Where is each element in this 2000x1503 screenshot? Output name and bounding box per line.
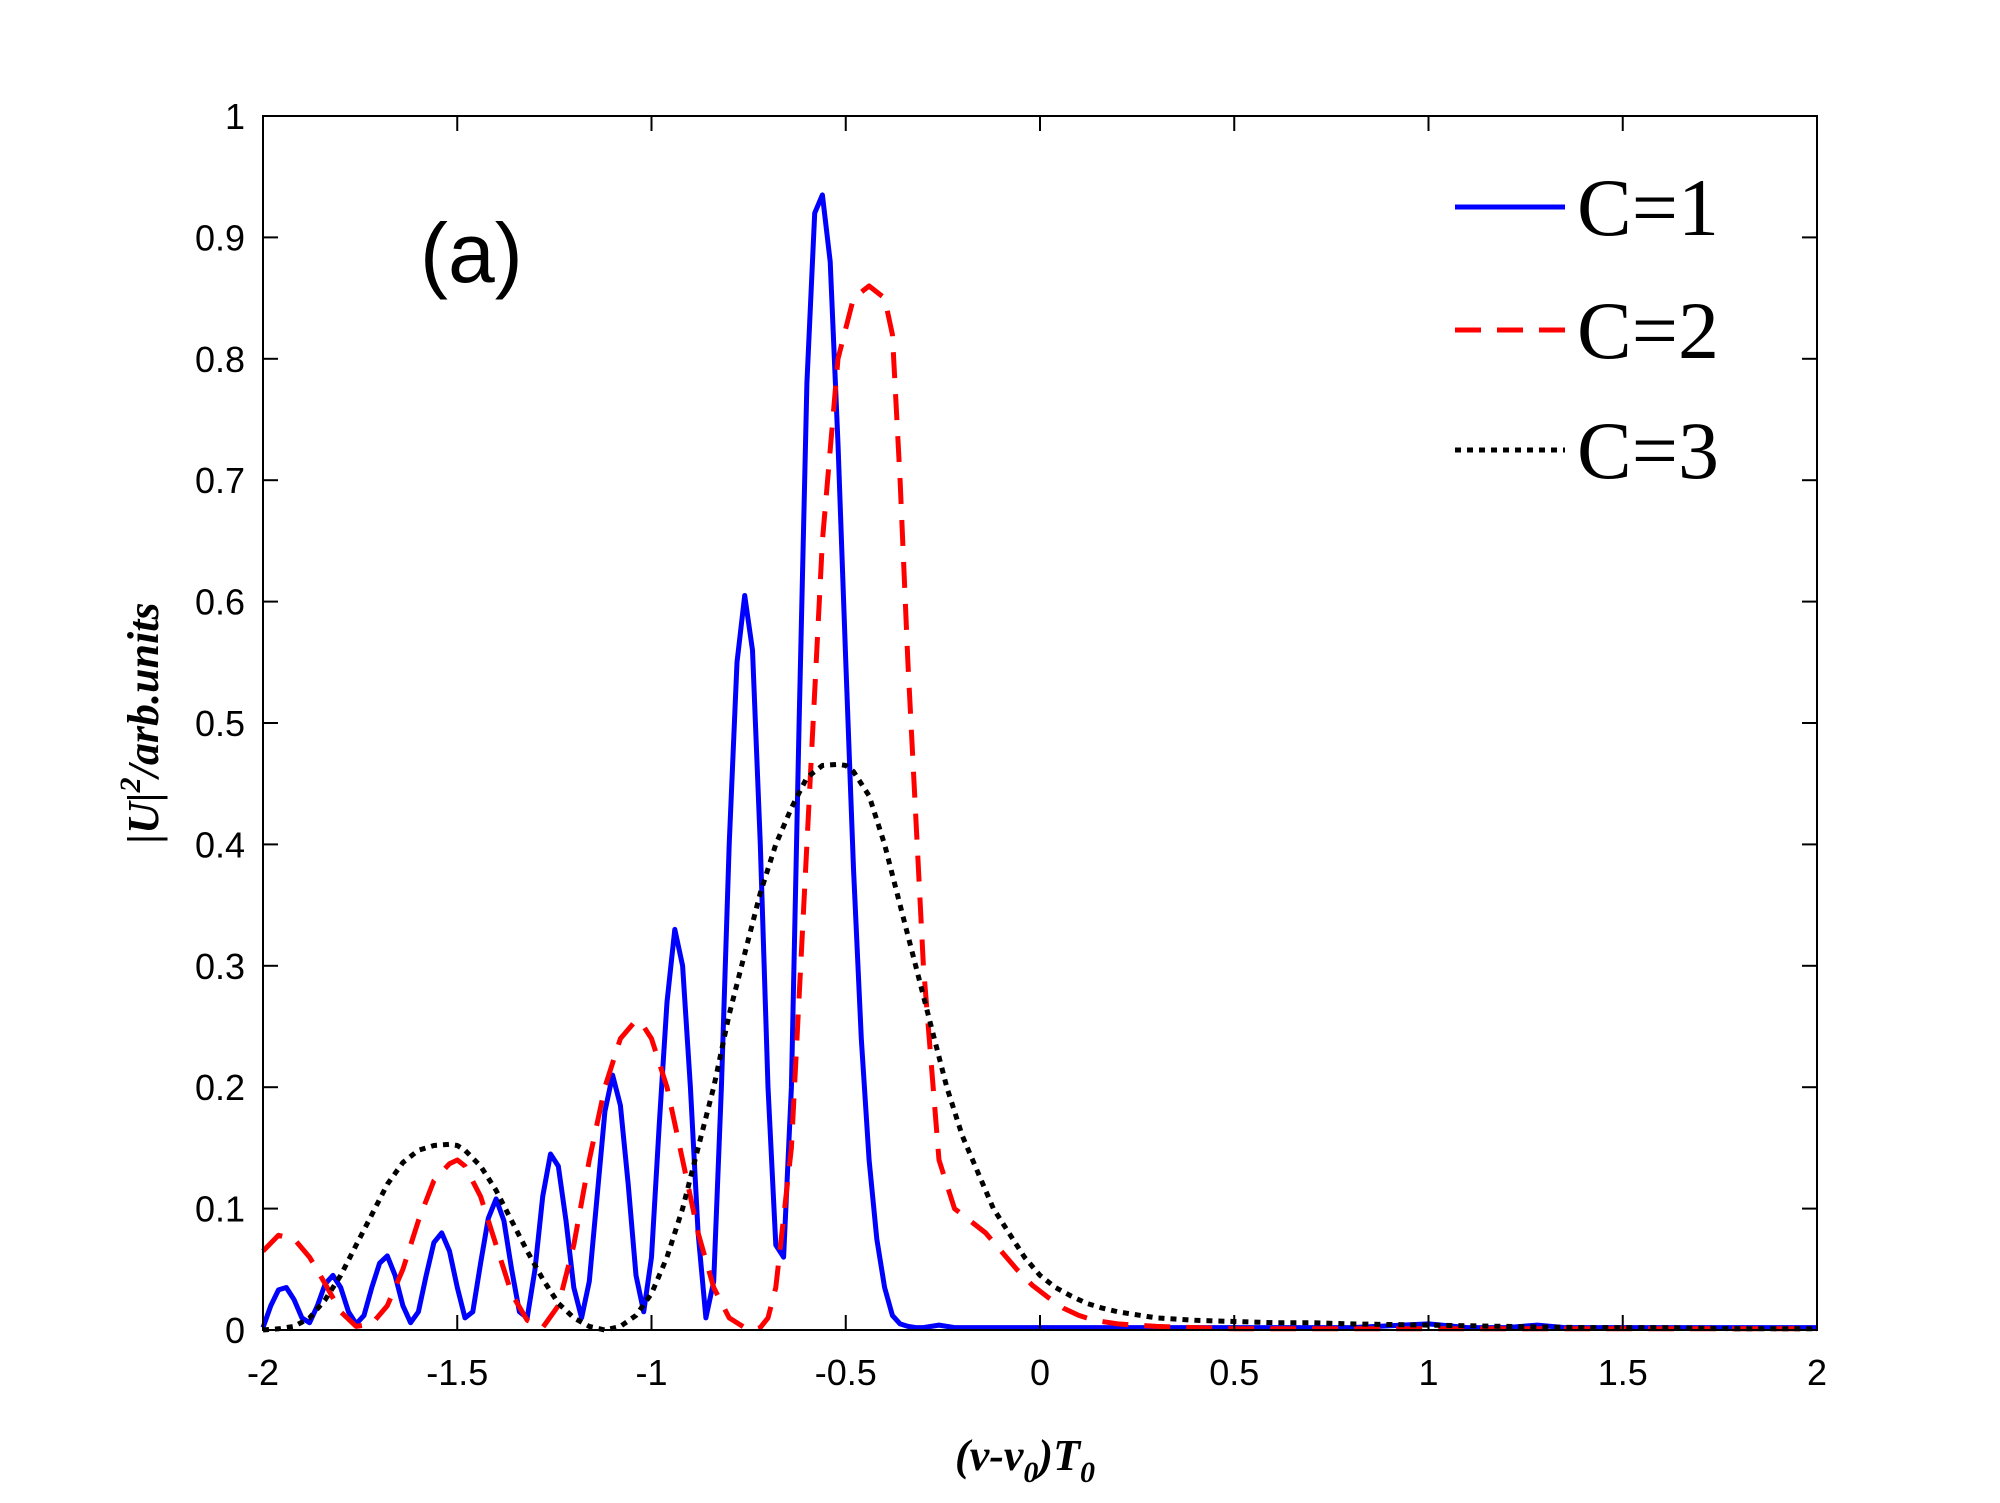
- series-line-3: [262, 761, 1817, 1333]
- y-tick-label: 0.1: [195, 1189, 245, 1230]
- y-tick-label: 1: [225, 96, 245, 137]
- y-tick-label: 0.6: [195, 582, 245, 623]
- y-axis-title-rest: /arb.units: [119, 602, 168, 780]
- x-tick-label: 2: [1807, 1352, 1827, 1393]
- x-axis-title-v1: v: [970, 1431, 990, 1480]
- y-tick-label: 0.8: [195, 339, 245, 380]
- x-axis-title-v2: v: [1004, 1431, 1024, 1480]
- x-tick-label: 1.5: [1598, 1352, 1648, 1393]
- y-tick-label: 0.3: [195, 946, 245, 987]
- panel-label: (a): [420, 206, 523, 300]
- x-tick-label: -1: [635, 1352, 667, 1393]
- y-axis-title-bar1: |: [119, 834, 168, 844]
- x-axis-title: (v-v0)T0: [955, 1431, 1095, 1489]
- y-axis-title-sup: 2: [114, 777, 147, 793]
- x-axis-title-subT: 0: [1080, 1456, 1095, 1489]
- y-axis-title: |U|2/arb.units: [114, 602, 168, 843]
- y-tick-label: 0.4: [195, 824, 245, 865]
- y-tick-label: 0.2: [195, 1067, 245, 1108]
- legend-label-1: C=1: [1577, 162, 1719, 253]
- x-tick-label: -1.5: [426, 1352, 488, 1393]
- legend: C=1 C=2 C=3: [1455, 162, 1719, 496]
- tick-layer: [262, 115, 1818, 1331]
- y-tick-label: 0.5: [195, 703, 245, 744]
- x-axis-title-open: (: [955, 1431, 973, 1480]
- y-tick-label: 0.9: [195, 217, 245, 258]
- y-tick-label: 0: [225, 1310, 245, 1351]
- series-line-2: [261, 283, 1817, 1333]
- y-tick-label: 0.7: [195, 460, 245, 501]
- x-axis-title-sub0: 0: [1023, 1456, 1038, 1489]
- legend-label-2: C=2: [1577, 285, 1719, 376]
- legend-label-3: C=3: [1577, 405, 1719, 496]
- x-tick-label: 1: [1418, 1352, 1438, 1393]
- x-axis-title-T: T: [1053, 1431, 1082, 1480]
- y-axis-title-bar2: |: [119, 792, 168, 802]
- y-axis-title-U: U: [119, 800, 168, 834]
- x-axis-title-close: ): [1034, 1431, 1053, 1480]
- series-layer: [260, 192, 1817, 1333]
- x-tick-label: 0.5: [1209, 1352, 1259, 1393]
- x-axis-title-dash: -: [989, 1431, 1004, 1480]
- x-tick-label: -2: [247, 1352, 279, 1393]
- series-line-1: [260, 192, 1817, 1331]
- x-tick-label: -0.5: [815, 1352, 877, 1393]
- label-layer: -2 -1.5 -1 -0.5 0 0.5 1 1.5 2 0 0.1 0.2 0.3 0.4 0.5 0.6…: [195, 96, 1827, 1393]
- x-tick-label: 0: [1030, 1352, 1050, 1393]
